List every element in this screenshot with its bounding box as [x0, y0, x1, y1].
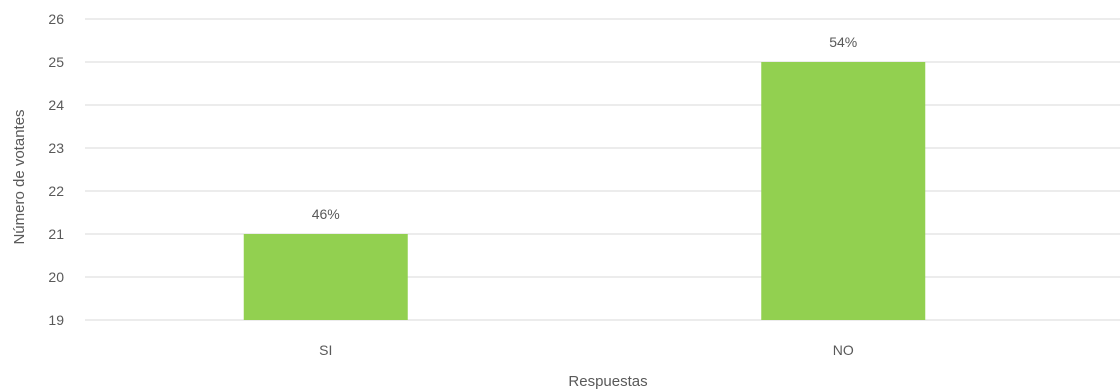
y-tick-label: 19	[48, 312, 64, 328]
data-label-si: 46%	[312, 206, 340, 222]
gridlines	[85, 18, 1120, 321]
data-label-no: 54%	[829, 34, 857, 50]
y-axis-title: Número de votantes	[11, 109, 28, 244]
y-tick-label: 20	[48, 269, 64, 285]
x-tick-label-no: NO	[833, 342, 854, 358]
y-tick-label: 26	[48, 11, 64, 27]
y-tick-label: 24	[48, 97, 64, 113]
x-axis-title: Respuestas	[568, 373, 647, 390]
x-axis-ticks: SI NO	[319, 342, 854, 358]
data-labels: 46% 54%	[312, 34, 858, 222]
y-tick-label: 22	[48, 183, 64, 199]
bar-no	[761, 62, 926, 320]
y-tick-label: 23	[48, 140, 64, 156]
y-tick-label: 21	[48, 226, 64, 242]
y-axis-ticks: 19 20 21 22 23 24 25 26	[48, 11, 64, 328]
bar-si	[243, 234, 408, 320]
bars	[243, 62, 926, 320]
x-tick-label-si: SI	[319, 342, 332, 358]
y-tick-label: 25	[48, 54, 64, 70]
